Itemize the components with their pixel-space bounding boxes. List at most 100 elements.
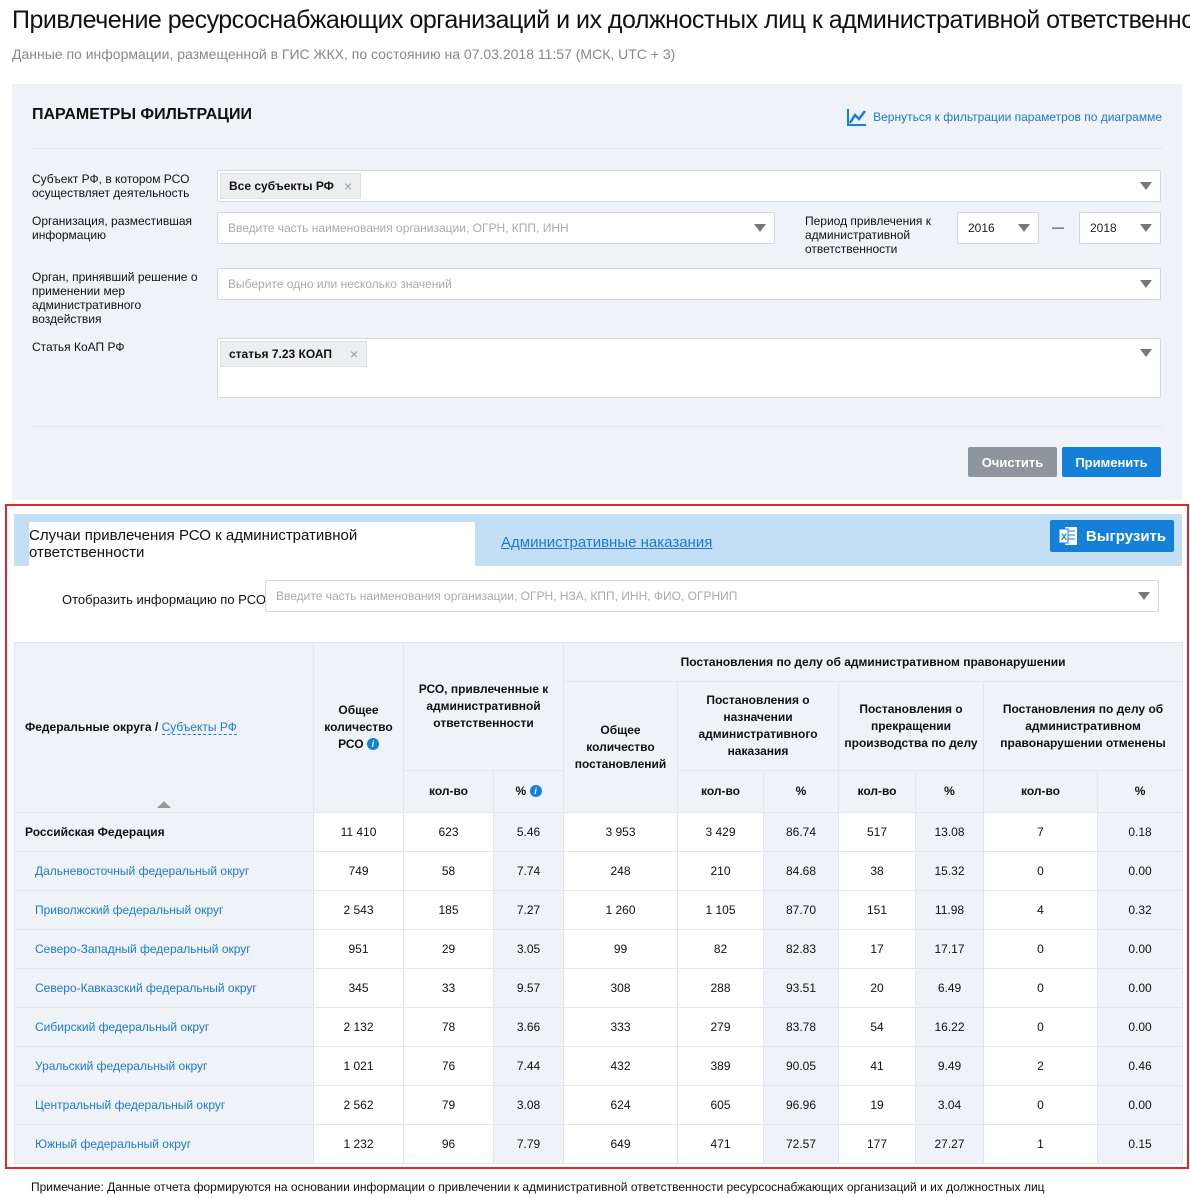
value-cell: 29 <box>403 929 494 969</box>
value-cell: 3.66 <box>493 1007 564 1047</box>
value-cell: 151 <box>838 890 916 930</box>
chip-close-icon[interactable]: × <box>350 346 359 362</box>
back-link-label: Вернуться к фильтрации параметров по диа… <box>873 110 1162 124</box>
region-cell: Приволжский федеральный округ <box>14 890 314 930</box>
subject-select[interactable]: Все субъекты РФ × <box>217 170 1161 202</box>
header-rso-attracted: РСО, привлеченные к административной отв… <box>403 642 564 771</box>
value-cell: 0.00 <box>1096 1007 1184 1047</box>
back-to-chart-link[interactable]: Вернуться к фильтрации параметров по диа… <box>847 108 1162 126</box>
value-cell: 0.00 <box>1096 968 1184 1008</box>
region-cell: Российская Федерация <box>14 812 314 852</box>
header-decisions: Постановления по делу об административно… <box>562 642 1184 682</box>
rso-placeholder: Введите часть наименования организации, … <box>276 589 738 603</box>
info-icon[interactable]: i <box>366 738 379 750</box>
tab-cases[interactable]: Случаи привлечения РСО к административно… <box>29 522 475 566</box>
organ-select[interactable]: Выберите одно или несколько значений <box>217 268 1161 300</box>
value-cell: 0 <box>983 1007 1098 1047</box>
region-cell: Северо-Западный федеральный округ <box>14 929 314 969</box>
rso-select[interactable]: Введите часть наименования организации, … <box>265 580 1159 612</box>
value-cell: 13.08 <box>915 812 984 852</box>
chevron-down-icon <box>1018 224 1030 232</box>
value-cell: 41 <box>838 1046 916 1086</box>
sort-asc-icon[interactable] <box>157 801 171 808</box>
header-separator: / <box>151 720 162 734</box>
value-cell: 20 <box>838 968 916 1008</box>
divider <box>32 426 1162 427</box>
org-placeholder: Введите часть наименования организации, … <box>228 221 569 235</box>
org-label: Организация, разместившая информацию <box>32 214 193 242</box>
page-subtitle: Данные по информации, размещенной в ГИС … <box>12 46 676 62</box>
value-cell: 82 <box>677 929 764 969</box>
value-cell: 86.74 <box>763 812 839 852</box>
value-cell: 90.05 <box>763 1046 839 1086</box>
value-cell: 345 <box>313 968 404 1008</box>
value-cell: 2 132 <box>313 1007 404 1047</box>
region-link[interactable]: Южный федеральный округ <box>35 1137 192 1151</box>
value-cell: 96.96 <box>763 1085 839 1125</box>
value-cell: 7 <box>983 812 1098 852</box>
region-link[interactable]: Сибирский федеральный округ <box>35 1020 210 1034</box>
value-cell: 0.46 <box>1096 1046 1184 1086</box>
region-link[interactable]: Северо-Кавказский федеральный округ <box>35 981 257 995</box>
value-cell: 1 021 <box>313 1046 404 1086</box>
header-qty: кол-во <box>983 770 1098 813</box>
clear-button[interactable]: Очистить <box>968 447 1057 477</box>
region-link[interactable]: Уральский федеральный округ <box>35 1059 208 1073</box>
org-select[interactable]: Введите часть наименования организации, … <box>217 212 775 244</box>
value-cell: 0.18 <box>1096 812 1184 852</box>
value-cell: 517 <box>838 812 916 852</box>
value-cell: 624 <box>563 1085 678 1125</box>
value-cell: 93.51 <box>763 968 839 1008</box>
value-cell: 1 <box>983 1124 1098 1164</box>
info-icon[interactable]: i <box>529 785 542 797</box>
value-cell: 0.15 <box>1096 1124 1184 1164</box>
subjects-toggle-link[interactable]: Субъекты РФ <box>161 720 237 735</box>
region-link[interactable]: Дальневосточный федеральный округ <box>35 864 250 878</box>
divider <box>32 148 1162 149</box>
value-cell: 82.83 <box>763 929 839 969</box>
region-link[interactable]: Приволжский федеральный округ <box>35 903 224 917</box>
period-from-select[interactable]: 2016 <box>957 212 1039 244</box>
value-cell: 72.57 <box>763 1124 839 1164</box>
table-row: Приволжский федеральный округ 2 543 185 7.2… <box>14 890 1184 930</box>
article-chip: статья 7.23 КОАП × <box>220 341 368 367</box>
header-assign: Постановления о назначении административ… <box>677 681 839 771</box>
value-cell: 0 <box>983 968 1098 1008</box>
region-link[interactable]: Северо-Западный федеральный округ <box>35 942 251 956</box>
value-cell: 0.00 <box>1096 929 1184 969</box>
subject-chip-label: Все субъекты РФ <box>229 179 334 193</box>
value-cell: 3.05 <box>493 929 564 969</box>
svg-text:X: X <box>1061 532 1067 542</box>
value-cell: 3.08 <box>493 1085 564 1125</box>
tab-penalties[interactable]: Административные наказания <box>501 534 713 551</box>
apply-button[interactable]: Применить <box>1062 447 1161 477</box>
value-cell: 9.49 <box>915 1046 984 1086</box>
table-row: Северо-Западный федеральный округ 951 29 3.… <box>14 929 1184 969</box>
value-cell: 308 <box>563 968 678 1008</box>
value-cell: 3.04 <box>915 1085 984 1125</box>
value-cell: 84.68 <box>763 851 839 891</box>
value-cell: 210 <box>677 851 764 891</box>
value-cell: 471 <box>677 1124 764 1164</box>
chip-close-icon[interactable]: × <box>343 178 353 194</box>
organ-placeholder: Выберите одно или несколько значений <box>228 277 452 291</box>
table-row: Сибирский федеральный округ 2 132 78 3.66 33… <box>14 1007 1184 1047</box>
region-link[interactable]: Центральный федеральный округ <box>35 1098 226 1112</box>
value-cell: 54 <box>838 1007 916 1047</box>
header-total-decisions: Общее количество постановлений <box>563 681 678 813</box>
article-select[interactable]: статья 7.23 КОАП × <box>217 338 1161 398</box>
header-name: Федеральные округа / Субъекты РФ <box>14 642 314 813</box>
value-cell: 177 <box>838 1124 916 1164</box>
header-total-rso: Общее количество РСО i <box>313 642 404 813</box>
header-total-rso-label: Общее количество РСО <box>324 703 393 751</box>
value-cell: 7.27 <box>493 890 564 930</box>
period-to-select[interactable]: 2018 <box>1079 212 1161 244</box>
value-cell: 432 <box>563 1046 678 1086</box>
value-cell: 2 543 <box>313 890 404 930</box>
value-cell: 38 <box>838 851 916 891</box>
export-button[interactable]: X Выгрузить <box>1050 520 1174 552</box>
value-cell: 6.49 <box>915 968 984 1008</box>
value-cell: 2 562 <box>313 1085 404 1125</box>
header-cancelled: Постановления по делу об административно… <box>982 681 1184 771</box>
value-cell: 7.44 <box>493 1046 564 1086</box>
